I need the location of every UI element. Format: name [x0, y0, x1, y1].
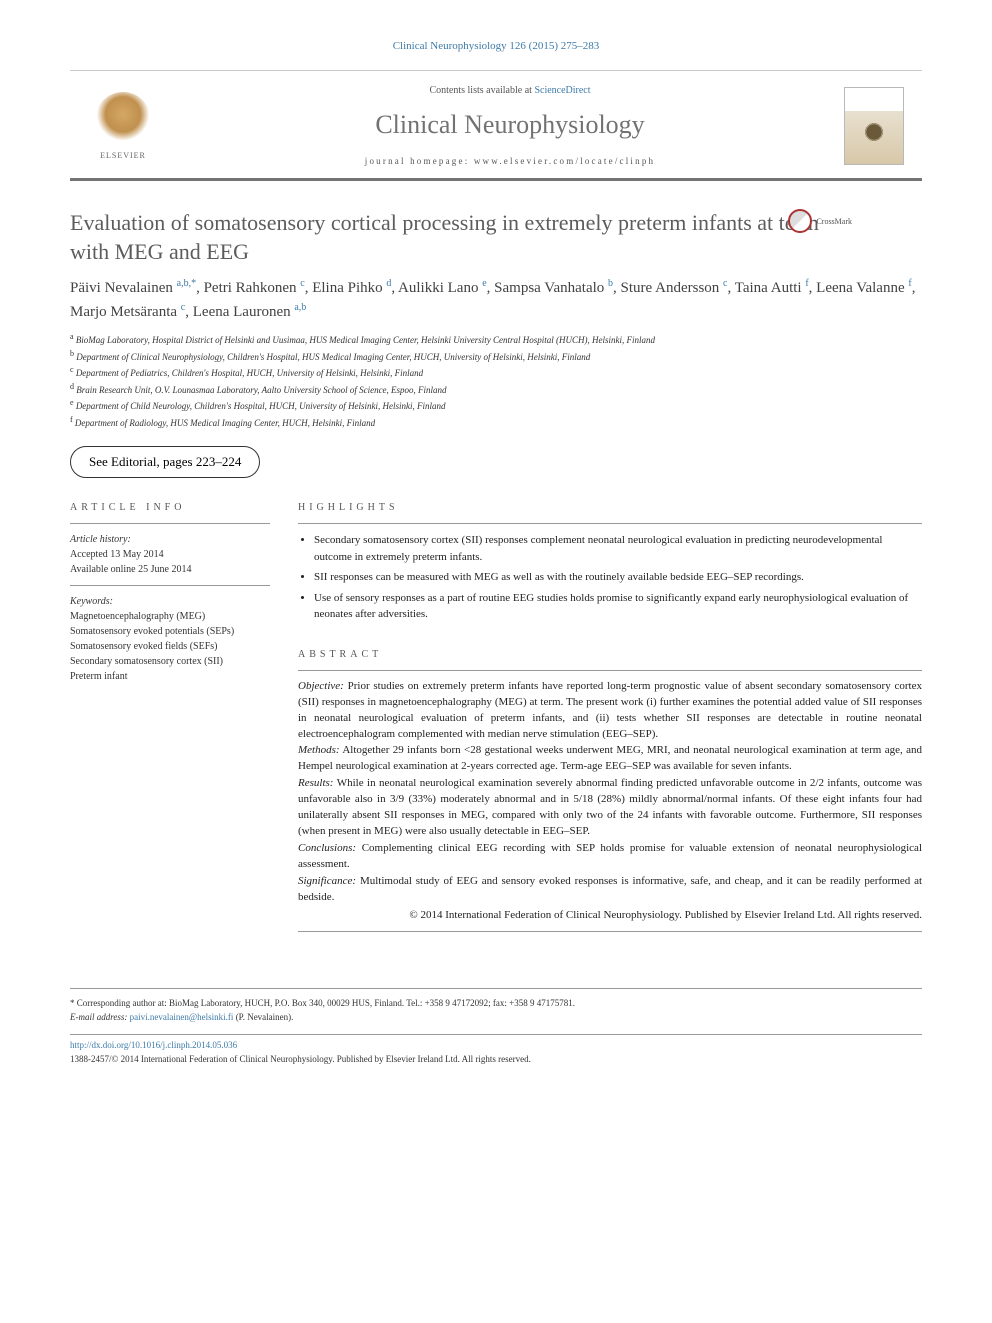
contents-prefix: Contents lists available at: [429, 85, 534, 96]
journal-title: Clinical Neurophysiology: [176, 110, 844, 140]
keywords-label: Keywords:: [70, 594, 270, 609]
significance-label: Significance:: [298, 875, 356, 887]
article-history: Article history: Accepted 13 May 2014 Av…: [70, 532, 270, 577]
keyword-item: Magnetoencephalography (MEG): [70, 609, 270, 624]
journal-header: ELSEVIER Contents lists available at Sci…: [70, 70, 922, 181]
issn-copyright: 1388-2457/© 2014 International Federatio…: [70, 1054, 531, 1064]
elsevier-logo: ELSEVIER: [88, 87, 158, 165]
affiliations-list: a BioMag Laboratory, Hospital District o…: [70, 331, 922, 430]
elsevier-tree-icon: [95, 92, 151, 148]
keyword-item: Secondary somatosensory cortex (SII): [70, 654, 270, 669]
conclusions-label: Conclusions:: [298, 842, 356, 854]
highlights-heading: HIGHLIGHTS: [298, 502, 922, 513]
doi-link[interactable]: http://dx.doi.org/10.1016/j.clinph.2014.…: [70, 1040, 237, 1050]
keywords-block: Keywords: Magnetoencephalography (MEG)So…: [70, 594, 270, 684]
online-date: Available online 25 June 2014: [70, 562, 270, 577]
corresponding-email-link[interactable]: paivi.nevalainen@helsinki.fi: [130, 1012, 234, 1022]
keyword-item: Somatosensory evoked potentials (SEPs): [70, 624, 270, 639]
article-info-heading: ARTICLE INFO: [70, 502, 270, 513]
history-label: Article history:: [70, 532, 270, 547]
crossmark-badge[interactable]: CrossMark: [788, 209, 852, 233]
results-label: Results:: [298, 777, 333, 789]
affiliation-item: b Department of Clinical Neurophysiology…: [70, 348, 922, 365]
significance-text: Multimodal study of EEG and sensory evok…: [298, 875, 922, 903]
homepage-url[interactable]: www.elsevier.com/locate/clinph: [474, 156, 655, 166]
affiliation-item: c Department of Pediatrics, Children's H…: [70, 364, 922, 381]
keyword-item: Preterm infant: [70, 669, 270, 684]
methods-label: Methods:: [298, 744, 340, 756]
results-text: While in neonatal neurological examinati…: [298, 777, 922, 837]
conclusions-text: Complementing clinical EEG recording wit…: [298, 842, 922, 870]
author-list: Päivi Nevalainen a,b,*, Petri Rahkonen c…: [70, 276, 922, 323]
doi-footer: http://dx.doi.org/10.1016/j.clinph.2014.…: [70, 1034, 922, 1066]
affiliation-item: e Department of Child Neurology, Childre…: [70, 397, 922, 414]
journal-homepage: journal homepage: www.elsevier.com/locat…: [176, 156, 844, 166]
affiliation-item: a BioMag Laboratory, Hospital District o…: [70, 331, 922, 348]
objective-label: Objective:: [298, 680, 344, 692]
highlight-item: SII responses can be measured with MEG a…: [314, 569, 922, 586]
publisher-name: ELSEVIER: [100, 151, 146, 160]
journal-reference: Clinical Neurophysiology 126 (2015) 275–…: [70, 40, 922, 52]
editorial-reference-box: See Editorial, pages 223–224: [70, 446, 260, 478]
affiliation-item: f Department of Radiology, HUS Medical I…: [70, 414, 922, 431]
corresponding-author: * Corresponding author at: BioMag Labora…: [70, 997, 922, 1024]
journal-cover-thumbnail: [844, 87, 904, 165]
objective-text: Prior studies on extremely preterm infan…: [298, 680, 922, 740]
methods-text: Altogether 29 infants born <28 gestation…: [298, 744, 922, 772]
corresponding-marker: *: [70, 998, 75, 1008]
highlight-item: Secondary somatosensory cortex (SII) res…: [314, 532, 922, 565]
keyword-item: Somatosensory evoked fields (SEFs): [70, 639, 270, 654]
crossmark-icon: [788, 209, 812, 233]
affiliation-item: d Brain Research Unit, O.V. Lounasmaa La…: [70, 381, 922, 398]
accepted-date: Accepted 13 May 2014: [70, 547, 270, 562]
abstract-body: Objective: Prior studies on extremely pr…: [298, 679, 922, 924]
email-suffix: (P. Nevalainen).: [236, 1012, 294, 1022]
email-label: E-mail address:: [70, 1012, 127, 1022]
sciencedirect-link[interactable]: ScienceDirect: [534, 85, 590, 96]
corresponding-label: Corresponding author at:: [77, 998, 167, 1008]
homepage-prefix: journal homepage:: [365, 156, 474, 166]
highlights-list: Secondary somatosensory cortex (SII) res…: [298, 532, 922, 623]
contents-available: Contents lists available at ScienceDirec…: [176, 85, 844, 96]
crossmark-label: CrossMark: [816, 217, 852, 226]
abstract-heading: ABSTRACT: [298, 649, 922, 660]
corresponding-text: BioMag Laboratory, HUCH, P.O. Box 340, 0…: [169, 998, 575, 1008]
abstract-copyright: © 2014 International Federation of Clini…: [298, 908, 922, 923]
highlight-item: Use of sensory responses as a part of ro…: [314, 590, 922, 623]
